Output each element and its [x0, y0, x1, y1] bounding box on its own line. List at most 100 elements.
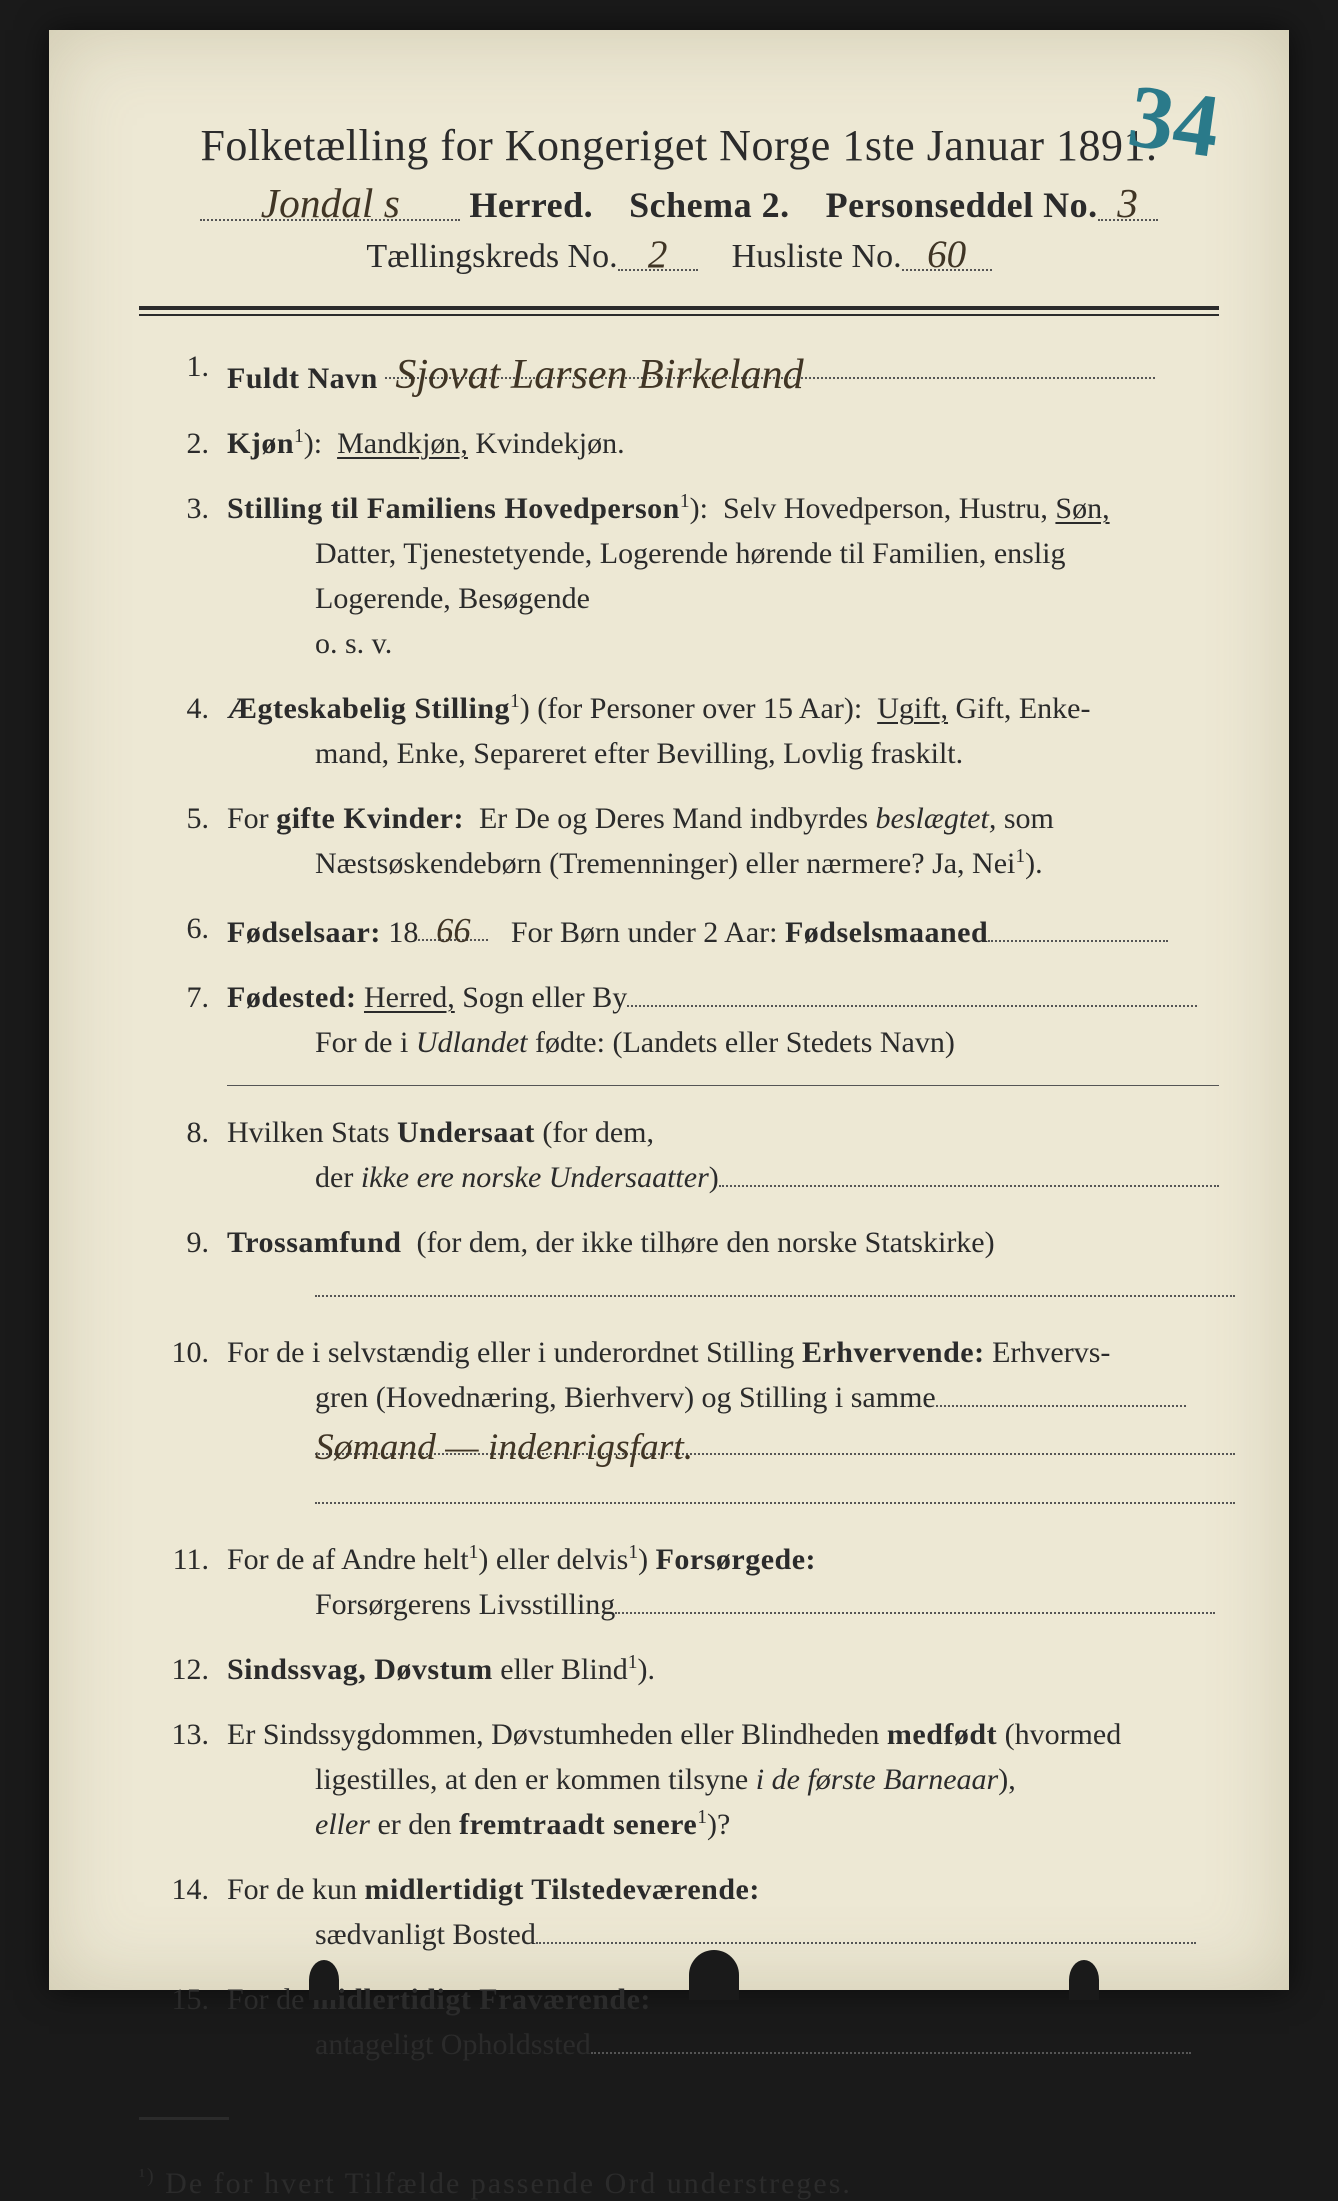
footnote-marker: ¹): [139, 2165, 156, 2187]
item-8-line1b: (for dem,: [542, 1116, 654, 1149]
divider-top-1: [139, 306, 1219, 310]
item-14: 14. For de kun midlertidigt Tilstedevære…: [139, 1867, 1219, 1957]
item-9: 9. Trossamfund (for dem, der ikke tilhør…: [139, 1220, 1219, 1310]
item-3-line1a: Selv Hovedperson, Hustru,: [723, 492, 1055, 525]
item-13-label: medfødt: [887, 1718, 997, 1751]
item-4-label: Ægteskabelig Stilling: [227, 692, 510, 725]
item-11-line1b: eller delvis: [496, 1543, 628, 1576]
item-3-label: Stilling til Familiens Hovedperson: [227, 492, 680, 525]
item-10-value: Sømand — indenrigsfart.: [315, 1427, 693, 1468]
item-13-em2: i de første Barneaar: [756, 1763, 998, 1796]
item-10: 10. For de i selvstændig eller i underor…: [139, 1330, 1219, 1517]
item-8: 8. Hvilken Stats Undersaat (for dem, der…: [139, 1110, 1219, 1200]
item-5-label: gifte Kvinder:: [276, 802, 464, 835]
form-items-2: 8. Hvilken Stats Undersaat (for dem, der…: [139, 1110, 1219, 2067]
item-10-line1b: Erhvervs-: [992, 1336, 1110, 1369]
item-9-line1: (for dem, der ikke tilhøre den norske St…: [416, 1226, 994, 1259]
item-7-line1: Sogn eller By: [462, 981, 627, 1014]
item-5-em1: beslægtet,: [876, 802, 997, 835]
item-10-label: Erhvervende:: [802, 1336, 985, 1369]
item-6-num: 6.: [139, 906, 227, 951]
divider-mid: [227, 1085, 1219, 1086]
census-form-page: 34 Folketælling for Kongeriget Norge 1st…: [49, 30, 1289, 1990]
footnote-text: De for hvert Tilfælde passende Ord under…: [165, 2167, 852, 2200]
item-3-line3: Logerende, Besøgende: [315, 582, 590, 615]
item-7: 7. Fødested: Herred, Sogn eller By For d…: [139, 975, 1219, 1065]
item-6-label2: Fødselsmaaned: [785, 916, 988, 949]
item-4: 4. Ægteskabelig Stilling1) (for Personer…: [139, 686, 1219, 776]
item-7-line2a: For de i: [315, 1026, 408, 1059]
item-14-line2: sædvanligt Bosted: [315, 1918, 536, 1951]
husliste-no: 60: [927, 233, 966, 276]
item-7-label: Fødested:: [227, 981, 356, 1014]
item-3-num: 3.: [139, 486, 227, 531]
item-6-line1b: For Børn under 2 Aar:: [511, 916, 778, 949]
item-13-line1: Er Sindssygdommen, Døvstumheden eller Bl…: [227, 1718, 879, 1751]
item-8-num: 8.: [139, 1110, 227, 1155]
divider-top-2: [139, 314, 1219, 316]
item-15-line2: antageligt Opholdssted: [315, 2028, 591, 2061]
item-8-em: ikke ere norske Undersaatter: [361, 1161, 709, 1194]
form-subtitle-2: Tællingskreds No.2 Husliste No.60: [139, 232, 1219, 276]
tkreds-no: 2: [648, 233, 668, 276]
item-1-label: Fuldt Navn: [227, 362, 378, 395]
item-1: 1. Fuldt Navn Sjovat Larsen Birkeland: [139, 344, 1219, 401]
item-4-line1b: Gift, Enke-: [956, 692, 1091, 725]
item-7-num: 7.: [139, 975, 227, 1020]
item-1-value: Sjovat Larsen Birkeland: [395, 352, 803, 398]
item-4-selected: Ugift,: [877, 692, 948, 725]
item-5-line1: Er De og Deres Mand indbyrdes: [479, 802, 868, 835]
item-13-line2a: ligestilles, at den er kommen tilsyne: [315, 1763, 748, 1796]
form-items: 1. Fuldt Navn Sjovat Larsen Birkeland 2.…: [139, 344, 1219, 1065]
item-7-selected: Herred,: [364, 981, 455, 1014]
item-5: 5. For gifte Kvinder: Er De og Deres Man…: [139, 796, 1219, 886]
item-4-line2: mand, Enke, Separeret efter Bevilling, L…: [315, 737, 963, 770]
herred-handwritten: Jondal s: [261, 180, 400, 226]
item-2-rest: Kvindekjøn.: [475, 427, 624, 460]
item-8-line1a: Hvilken Stats: [227, 1116, 390, 1149]
item-3: 3. Stilling til Familiens Hovedperson1):…: [139, 486, 1219, 666]
item-2-num: 2.: [139, 421, 227, 466]
item-10-line2: gren (Hovednæring, Bierhverv) og Stillin…: [315, 1381, 936, 1414]
item-6-prefix: 18: [388, 916, 418, 949]
item-7-em2: Udlandet: [416, 1026, 528, 1059]
item-3-selected: Søn,: [1055, 492, 1109, 525]
item-2-label: Kjøn: [227, 427, 294, 460]
item-15-num: 15.: [139, 1977, 227, 2022]
personseddel-label: Personseddel No.: [826, 185, 1098, 225]
item-2: 2. Kjøn1): Mandkjøn, Kvindekjøn.: [139, 421, 1219, 466]
item-5-line2: Næstsøskendebørn (Tremenninger) eller næ…: [315, 847, 1015, 880]
short-rule: [139, 2087, 1219, 2125]
item-11-label: Forsørgede:: [656, 1543, 816, 1576]
item-12-num: 12.: [139, 1647, 227, 1692]
item-5-line1b: som: [1004, 802, 1054, 835]
item-11: 11. For de af Andre helt1) eller delvis1…: [139, 1537, 1219, 1627]
item-8-label: Undersaat: [397, 1116, 535, 1149]
item-3-line2: Datter, Tjenestetyende, Logerende hørend…: [315, 537, 1066, 570]
item-13-line2b: ),: [998, 1763, 1016, 1796]
item-12: 12. Sindssvag, Døvstum eller Blind1).: [139, 1647, 1219, 1692]
item-15: 15. For de midlertidigt Fraværende: anta…: [139, 1977, 1219, 2067]
item-9-num: 9.: [139, 1220, 227, 1265]
personseddel-no: 3: [1117, 180, 1138, 226]
form-title: Folketælling for Kongeriget Norge 1ste J…: [139, 120, 1219, 171]
item-14-line1: For de kun: [227, 1873, 357, 1906]
item-5-num: 5.: [139, 796, 227, 841]
item-3-line4: o. s. v.: [315, 627, 392, 660]
item-15-line1: For de: [227, 1983, 305, 2016]
paper-tear-icon: [309, 1960, 339, 2000]
item-1-num: 1.: [139, 344, 227, 389]
page-corner-number: 34: [1122, 64, 1225, 179]
husliste-label: Husliste No.: [732, 238, 902, 275]
item-13-line3b: er den: [377, 1808, 451, 1841]
item-6-year: 66: [436, 912, 471, 950]
paper-tear-icon: [1069, 1960, 1099, 2000]
item-6-label: Fødselsaar:: [227, 916, 381, 949]
item-5-pre: For: [227, 802, 276, 835]
item-6: 6. Fødselsaar: 18 66 For Børn under 2 Aar…: [139, 906, 1219, 955]
item-11-line1: For de af Andre helt: [227, 1543, 469, 1576]
herred-label: Herred.: [469, 185, 593, 225]
item-4-num: 4.: [139, 686, 227, 731]
item-13-num: 13.: [139, 1712, 227, 1757]
item-9-label: Trossamfund: [227, 1226, 401, 1259]
